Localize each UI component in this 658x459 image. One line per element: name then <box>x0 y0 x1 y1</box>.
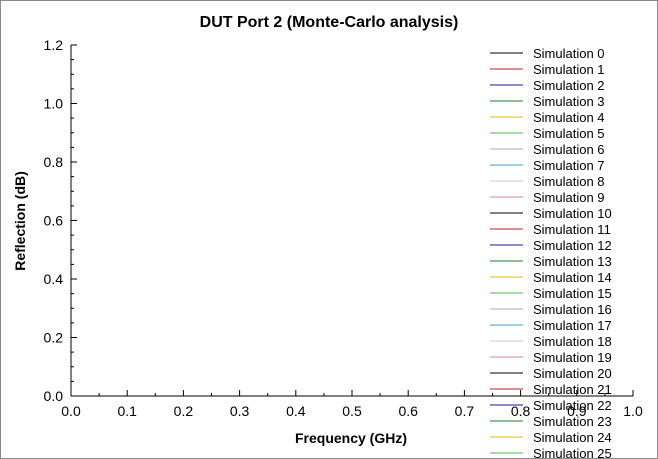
x-tick-label: 0.8 <box>511 403 531 419</box>
legend-label: Simulation 16 <box>533 302 612 317</box>
y-tick-label: 0.6 <box>44 213 64 229</box>
legend-label: Simulation 14 <box>533 270 612 285</box>
x-tick-label: 0.1 <box>117 403 137 419</box>
chart-title: DUT Port 2 (Monte-Carlo analysis) <box>200 14 459 31</box>
legend-label: Simulation 5 <box>533 126 605 141</box>
y-tick-label: 1.0 <box>44 96 64 112</box>
legend-label: Simulation 0 <box>533 46 605 61</box>
y-tick-label: 0.4 <box>44 271 64 287</box>
legend-label: Simulation 2 <box>533 78 605 93</box>
y-tick-label: 0.8 <box>44 154 64 170</box>
legend-label: Simulation 1 <box>533 62 605 77</box>
legend-label: Simulation 21 <box>533 382 612 397</box>
x-tick-label: 0.3 <box>230 403 250 419</box>
y-tick-label: 0.2 <box>44 330 64 346</box>
x-axis-label: Frequency (GHz) <box>295 430 407 446</box>
y-axis-label: Reflection (dB) <box>12 171 28 271</box>
legend-label: Simulation 10 <box>533 206 612 221</box>
x-tick-label: 0.4 <box>286 403 306 419</box>
legend-label: Simulation 4 <box>533 110 605 125</box>
y-tick-label: 1.2 <box>44 37 64 53</box>
legend-label: Simulation 9 <box>533 190 605 205</box>
legend-label: Simulation 13 <box>533 254 612 269</box>
legend-label: Simulation 11 <box>533 222 611 237</box>
x-tick-label: 1.0 <box>623 403 643 419</box>
legend-label: Simulation 3 <box>533 94 605 109</box>
legend-label: Simulation 7 <box>533 158 605 173</box>
axes: 0.0 0.1 0.2 0.3 0.4 0.5 0.6 0.7 0.8 0.9 1.0 0.0 0.2 0… <box>44 37 643 419</box>
x-tick-label: 0.9 <box>567 403 587 419</box>
x-tick-label: 0.5 <box>342 403 362 419</box>
y-tick-label: 0.0 <box>44 388 64 404</box>
legend-label: Simulation 15 <box>533 286 612 301</box>
legend-label: Simulation 22 <box>533 398 612 413</box>
legend-label: Simulation 24 <box>533 430 612 445</box>
legend-label: Simulation 6 <box>533 142 605 157</box>
legend-label: Simulation 12 <box>533 238 612 253</box>
x-tick-label: 0.7 <box>455 403 475 419</box>
legend-label: Simulation 19 <box>533 350 612 365</box>
legend-label: Simulation 25 <box>533 446 612 459</box>
x-tick-label: 0.2 <box>174 403 194 419</box>
x-tick-label: 0.0 <box>61 403 81 419</box>
legend-label: Simulation 20 <box>533 366 612 381</box>
legend-label: Simulation 18 <box>533 334 612 349</box>
legend-label: Simulation 23 <box>533 414 612 429</box>
legend-label: Simulation 8 <box>533 174 605 189</box>
legend-label: Simulation 17 <box>533 318 612 333</box>
x-tick-label: 0.6 <box>398 403 418 419</box>
